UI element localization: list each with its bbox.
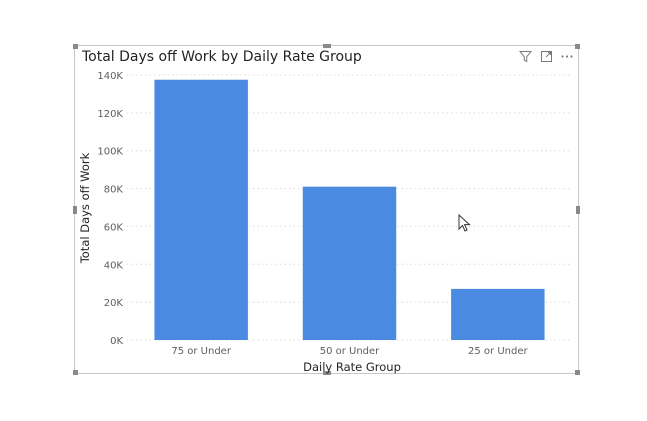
y-tick-label: 140K bbox=[97, 71, 123, 82]
resize-handle-top[interactable] bbox=[323, 44, 331, 48]
resize-handle-top-left[interactable] bbox=[73, 44, 78, 49]
visual-header-toolbar bbox=[518, 49, 574, 63]
x-tick-label: 50 or Under bbox=[320, 346, 380, 357]
bar-chart: 0K 20K 40K 60K 80K 100K 120K 140K 75 or Under 50… bbox=[78, 71, 572, 374]
bar-50-or-under[interactable] bbox=[302, 186, 397, 340]
y-tick-label: 80K bbox=[104, 185, 124, 196]
y-tick-label: 20K bbox=[104, 298, 124, 309]
resize-handle-right[interactable] bbox=[576, 206, 580, 214]
x-tick-label: 25 or Under bbox=[468, 346, 528, 357]
y-tick-label: 100K bbox=[97, 147, 123, 158]
bar-25-or-under[interactable] bbox=[451, 288, 545, 340]
x-tick-label: 75 or Under bbox=[171, 346, 231, 357]
y-tick-label: 0K bbox=[110, 336, 123, 347]
resize-handle-top-right[interactable] bbox=[575, 44, 580, 49]
y-tick-label: 60K bbox=[104, 222, 124, 233]
filter-icon[interactable] bbox=[518, 49, 532, 63]
resize-handle-left[interactable] bbox=[73, 206, 77, 214]
chart-visual[interactable]: Total Days off Work by Daily Rate Group … bbox=[73, 44, 580, 375]
more-options-icon[interactable] bbox=[560, 49, 574, 63]
resize-handle-bottom[interactable] bbox=[323, 371, 331, 375]
y-tick-label: 120K bbox=[97, 109, 123, 120]
mouse-cursor-icon bbox=[458, 214, 471, 232]
resize-handle-bottom-left[interactable] bbox=[73, 370, 78, 375]
focus-mode-icon[interactable] bbox=[539, 49, 553, 63]
chart-title: Total Days off Work by Daily Rate Group bbox=[82, 49, 362, 65]
bar-75-or-under[interactable] bbox=[154, 79, 248, 340]
y-tick-label: 40K bbox=[104, 260, 124, 271]
resize-handle-bottom-right[interactable] bbox=[575, 370, 580, 375]
y-axis-label: Total Days off Work bbox=[78, 152, 92, 264]
x-axis-label: Daily Rate Group bbox=[303, 360, 401, 374]
